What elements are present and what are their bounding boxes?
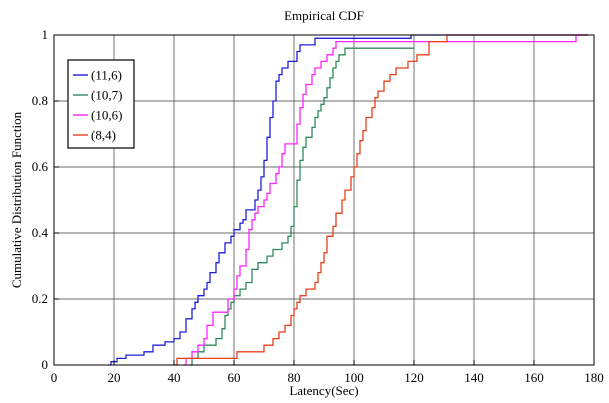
y-tick-label: 0.4 — [32, 225, 49, 240]
x-tick-label: 140 — [464, 370, 484, 385]
x-tick-label: 80 — [288, 370, 301, 385]
x-axis-label: Latency(Sec) — [289, 383, 358, 398]
legend-label: (11,6) — [91, 68, 122, 83]
y-axis-label: Cumulative Distribution Function — [9, 111, 24, 288]
series-lines — [108, 34, 588, 366]
x-tick-label: 60 — [228, 370, 241, 385]
y-tick-label: 1 — [42, 27, 49, 42]
series-line-4 — [174, 34, 588, 366]
series-line-3 — [183, 34, 588, 366]
x-tick-label: 120 — [404, 370, 424, 385]
legend-label: (10,6) — [91, 108, 122, 123]
legend-label: (8,4) — [91, 128, 116, 143]
plot-frame — [53, 34, 595, 366]
y-tick-label: 0.2 — [32, 291, 48, 306]
x-tick-label: 100 — [344, 370, 364, 385]
series-line-1 — [108, 34, 588, 366]
x-tick-label: 0 — [51, 370, 58, 385]
series-line-2 — [189, 47, 414, 366]
x-tick-label: 160 — [524, 370, 544, 385]
chart-title: Empirical CDF — [284, 8, 364, 23]
y-axis-ticks: 0 0.2 0.4 0.6 0.8 1 — [32, 27, 59, 372]
legend: (11,6) (10,7) (10,6) (8,4) — [67, 59, 135, 149]
y-tick-label: 0.6 — [32, 159, 49, 174]
x-tick-label: 20 — [108, 370, 121, 385]
legend-label: (10,7) — [91, 88, 122, 103]
y-tick-label: 0 — [42, 357, 49, 372]
x-axis-ticks: 0 20 40 60 80 100 120 140 160 180 — [51, 360, 604, 385]
grid — [53, 34, 595, 366]
y-tick-label: 0.8 — [32, 93, 48, 108]
x-tick-label: 40 — [168, 370, 181, 385]
x-tick-label: 180 — [584, 370, 604, 385]
